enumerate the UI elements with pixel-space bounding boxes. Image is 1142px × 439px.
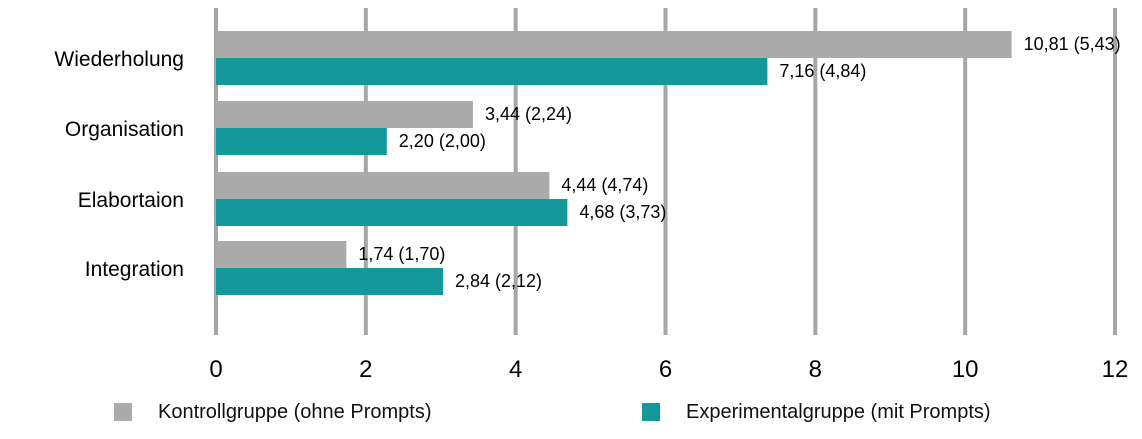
- category-label-wiederholung: Wiederholung: [54, 48, 184, 71]
- x-tick-label-8: 8: [809, 356, 822, 383]
- data-label-wiederholung-series-2: 7,16 (4,84): [779, 61, 866, 81]
- data-label-organisation-series-1: 3,44 (2,24): [485, 104, 572, 124]
- bar-wiederholung-series-2: [216, 58, 768, 85]
- bar-integration-series-2: [216, 268, 443, 295]
- bar-organisation-series-1: [216, 101, 473, 128]
- legend-item-experimentalgruppe: Experimentalgruppe (mit Prompts): [642, 400, 991, 424]
- x-tick-label-6: 6: [659, 356, 672, 383]
- category-label-integration: Integration: [85, 258, 184, 281]
- bar-elabortaion-series-2: [216, 199, 568, 226]
- legend-swatch-experimentalgruppe: [642, 403, 660, 421]
- x-axis-ticks: 0 2 4 6 8 10 12: [209, 356, 1128, 383]
- category-labels: Wiederholung Organisation Elabortaion Integ…: [54, 48, 184, 281]
- x-tick-label-4: 4: [509, 356, 522, 383]
- data-label-integration-series-2: 2,84 (2,12): [455, 271, 542, 291]
- x-tick-label-2: 2: [359, 356, 372, 383]
- bars: [216, 31, 1012, 295]
- data-label-organisation-series-2: 2,20 (2,00): [399, 131, 486, 151]
- legend-label-kontrollgruppe: Kontrollgruppe (ohne Prompts): [158, 401, 432, 423]
- bar-integration-series-1: [216, 241, 347, 268]
- category-label-organisation: Organisation: [65, 118, 184, 141]
- x-tick-label-0: 0: [209, 356, 222, 383]
- legend-item-kontrollgruppe: Kontrollgruppe (ohne Prompts): [114, 400, 431, 424]
- data-label-elabortaion-series-2: 4,68 (3,73): [579, 202, 666, 222]
- data-label-integration-series-1: 1,74 (1,70): [358, 244, 445, 264]
- category-label-elabortaion: Elabortaion: [78, 189, 184, 212]
- data-labels: 10,81 (5,43) 7,16 (4,84) 3,44 (2,24) 2,20 (…: [358, 34, 1120, 291]
- legend-label-experimentalgruppe: Experimentalgruppe (mit Prompts): [686, 401, 991, 423]
- data-label-elabortaion-series-1: 4,44 (4,74): [561, 175, 648, 195]
- data-label-wiederholung-series-1: 10,81 (5,43): [1024, 34, 1121, 54]
- legend-swatch-kontrollgruppe: [114, 403, 132, 421]
- x-tick-label-12: 12: [1102, 356, 1129, 383]
- bar-elabortaion-series-1: [216, 172, 550, 199]
- bar-wiederholung-series-1: [216, 31, 1012, 58]
- x-tick-label-10: 10: [952, 356, 979, 383]
- bar-organisation-series-2: [216, 128, 387, 155]
